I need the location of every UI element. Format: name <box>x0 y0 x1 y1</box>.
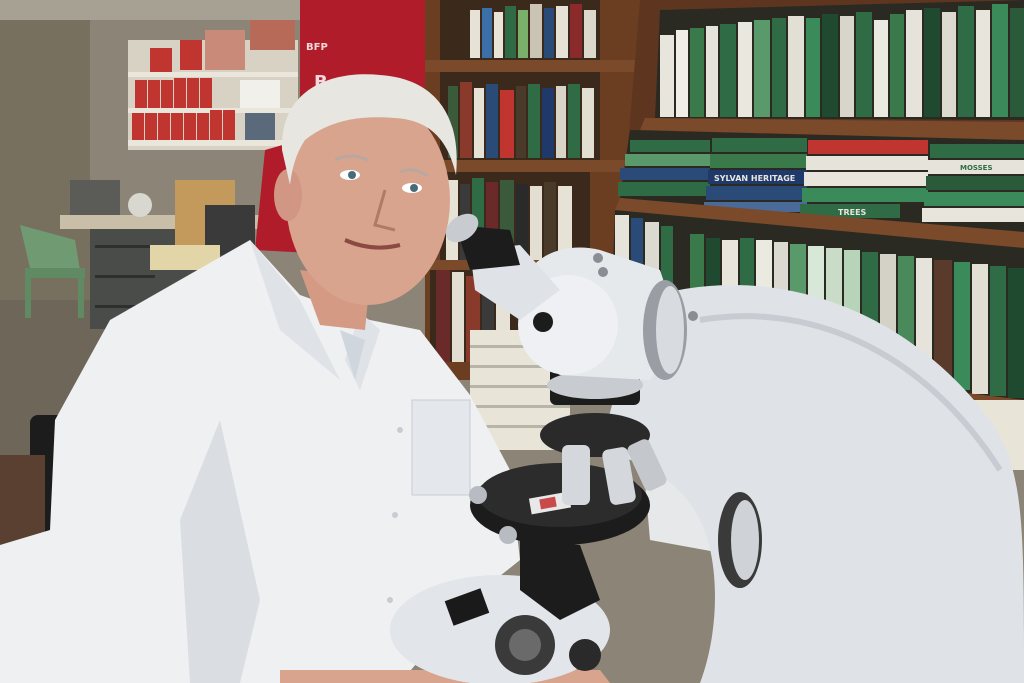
face <box>286 95 450 305</box>
head-knob <box>533 312 553 332</box>
objective-lens <box>602 447 636 505</box>
shirt-collar <box>340 330 365 380</box>
binder-shelf <box>128 20 298 150</box>
stage-knob <box>499 526 517 544</box>
panel-logo: BFP <box>306 42 328 53</box>
base-knob <box>569 639 601 671</box>
mouth <box>344 238 401 250</box>
lab-bench <box>60 180 260 329</box>
green-chair <box>20 225 85 318</box>
base-label-plate <box>444 588 490 626</box>
coat-button <box>397 427 403 433</box>
objective-lens <box>562 445 590 505</box>
eyepiece-lens <box>445 213 479 243</box>
scientist <box>0 74 610 683</box>
coat-pocket <box>411 399 471 496</box>
objective-lens <box>627 439 667 491</box>
condenser <box>520 540 600 620</box>
white-hair <box>281 74 457 185</box>
book-spine-mosses: MOSSES <box>960 164 993 172</box>
nose <box>373 189 396 232</box>
eye-left <box>348 171 356 179</box>
coat-button <box>387 597 393 603</box>
eye-right <box>410 184 418 192</box>
book-spine-trees: TREES <box>838 208 867 217</box>
eyepiece <box>455 225 520 270</box>
microscope-arm <box>600 285 1024 683</box>
ear <box>274 169 302 221</box>
book-spine-sylvan: SYLVAN HERITAGE <box>714 174 795 183</box>
stage-knob <box>469 486 487 504</box>
lab-coat <box>0 240 520 683</box>
coat-button <box>392 512 398 518</box>
microscope <box>390 213 1024 683</box>
